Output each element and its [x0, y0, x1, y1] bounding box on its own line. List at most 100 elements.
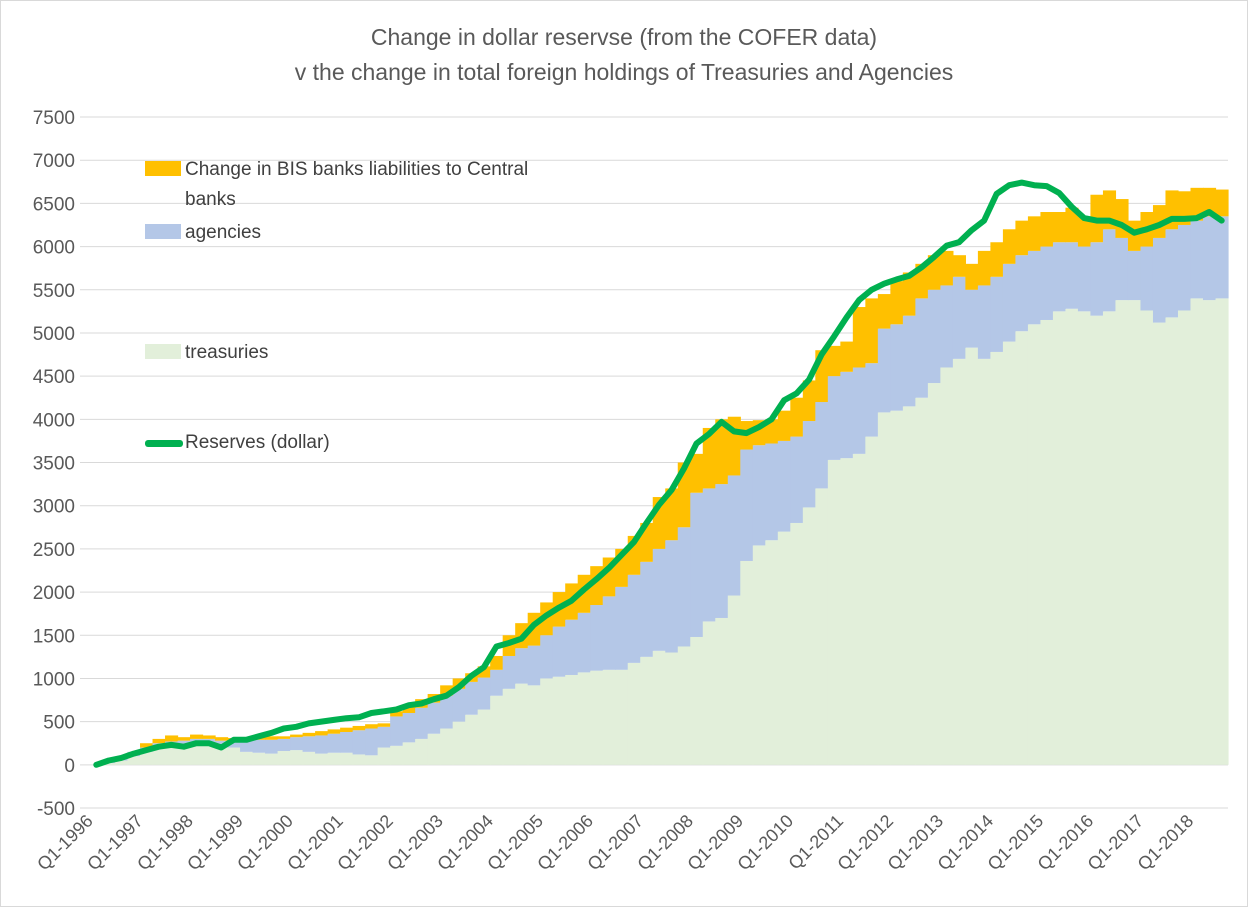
area-segment: [1102, 229, 1117, 312]
area-segment: [840, 458, 854, 765]
area-segment: [1090, 315, 1104, 765]
area-segment: [302, 732, 316, 737]
area-segment: [340, 752, 354, 765]
area-segment: [715, 419, 729, 485]
area-segment: [277, 736, 291, 739]
area-segment: [252, 739, 266, 753]
area-segment: [702, 427, 716, 489]
area-segment: [140, 743, 154, 748]
area-segment: [790, 436, 804, 523]
area-segment: [815, 402, 829, 489]
area-segment: [1015, 331, 1029, 765]
area-segment: [277, 738, 291, 751]
area-segment: [965, 263, 979, 290]
area-segment: [552, 676, 566, 765]
area-segment: [1040, 246, 1054, 320]
area-segment: [790, 397, 804, 437]
area-segment: [115, 760, 129, 765]
area-segment: [465, 714, 479, 765]
area-segment: [527, 685, 541, 765]
area-segment: [1140, 310, 1154, 765]
area-segment: [977, 358, 991, 765]
area-segment: [915, 298, 929, 398]
area-segment: [1065, 308, 1079, 765]
area-segment: [565, 619, 579, 675]
area-segment: [577, 672, 591, 765]
y-tick-label: 6000: [33, 238, 75, 259]
y-tick-label: 5500: [33, 281, 75, 302]
area-segment: [890, 281, 904, 325]
area-segment: [927, 289, 941, 384]
area-segment: [1015, 220, 1029, 256]
area-segment: [1015, 255, 1029, 332]
area-segment: [965, 289, 979, 348]
area-segment: [902, 315, 916, 407]
area-segment: [1127, 300, 1142, 765]
area-segment: [102, 763, 116, 765]
area-segment: [1077, 216, 1092, 247]
area-segment: [652, 548, 666, 651]
area-segment: [377, 723, 391, 727]
area-segment: [965, 347, 979, 765]
area-segment: [390, 716, 404, 746]
legend-swatch: [145, 224, 181, 239]
area-segment: [840, 341, 854, 372]
area-segment: [440, 728, 454, 765]
area-segment: [1027, 324, 1042, 765]
y-tick-label: 3000: [33, 497, 75, 518]
area-segment: [1152, 322, 1167, 765]
area-segment: [202, 735, 216, 739]
area-segment: [827, 376, 841, 460]
area-segment: [1052, 311, 1067, 765]
area-segment: [377, 726, 391, 748]
area-segment: [702, 488, 716, 622]
area-segment: [227, 741, 241, 748]
area-segment: [1190, 220, 1204, 299]
area-segment: [1165, 317, 1179, 765]
area-segment: [352, 725, 366, 731]
area-segment: [177, 744, 191, 765]
area-segment: [902, 272, 916, 316]
area-segment: [740, 449, 754, 561]
area-segment: [127, 756, 141, 765]
area-segment: [865, 298, 879, 364]
area-segment: [177, 740, 191, 745]
y-tick-label: 1500: [33, 626, 75, 647]
area-segment: [265, 736, 279, 740]
area-segment: [802, 421, 816, 508]
area-segment: [590, 670, 604, 765]
y-tick-label: 1000: [33, 669, 75, 690]
area-segment: [340, 731, 354, 753]
line-series: [93, 179, 1225, 768]
area-segment: [415, 738, 429, 765]
area-segment: [1115, 237, 1129, 301]
area-segment: [665, 488, 679, 541]
area-segment: [690, 636, 704, 765]
area-segment: [577, 612, 591, 673]
area-segment: [502, 688, 516, 765]
area-segment: [1027, 216, 1042, 251]
area-segment: [215, 740, 229, 745]
y-tick-label: 4500: [33, 367, 75, 388]
area-segment: [927, 383, 941, 765]
area-segment: [852, 307, 866, 368]
area-segment: [365, 728, 379, 756]
area-segment: [527, 645, 541, 686]
area-segment: [240, 751, 254, 765]
area-segment: [252, 752, 266, 765]
area-segment: [302, 736, 316, 752]
area-segment: [840, 371, 854, 459]
area-segment: [365, 755, 379, 765]
area-segment: [202, 743, 216, 765]
area-segment: [715, 617, 729, 765]
area-segment: [615, 669, 629, 765]
area-segment: [327, 733, 341, 753]
area-segment: [477, 666, 491, 678]
area-segment: [1065, 242, 1079, 309]
area-segment: [927, 255, 941, 290]
area-segment: [552, 626, 566, 677]
area-segment: [677, 527, 691, 647]
area-segment: [515, 683, 529, 765]
legend-label: treasuries: [185, 342, 269, 363]
area-segment: [877, 328, 891, 413]
